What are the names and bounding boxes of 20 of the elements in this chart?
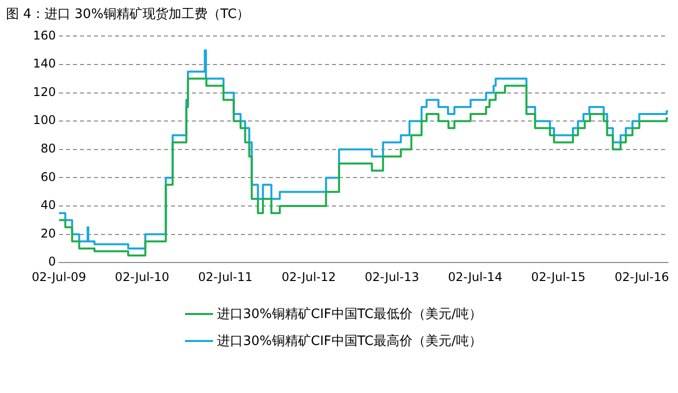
x-tick-label: 02-Jul-11 bbox=[198, 270, 252, 284]
y-tick-label: 80 bbox=[40, 142, 56, 156]
y-tick-label: 100 bbox=[33, 113, 56, 128]
x-tick-label: 02-Jul-09 bbox=[32, 270, 86, 284]
y-tick-label: 120 bbox=[33, 84, 56, 99]
legend-label: 进口30%铜精矿CIF中国TC最高价（美元/吨） bbox=[217, 332, 482, 350]
x-tick-label: 02-Jul-15 bbox=[531, 270, 586, 284]
y-tick-label: 20 bbox=[40, 226, 56, 240]
y-tick-label: 0 bbox=[48, 254, 56, 269]
y-tick-label: 140 bbox=[33, 56, 56, 71]
x-tick-label: 02-Jul-12 bbox=[282, 270, 336, 284]
legend-label: 进口30%铜精矿CIF中国TC最低价（美元/吨） bbox=[217, 306, 482, 322]
x-tick-label: 02-Jul-13 bbox=[364, 270, 420, 284]
x-tick-label: 02-Jul-16 bbox=[614, 270, 669, 284]
y-tick-label: 60 bbox=[40, 170, 56, 184]
chart-title: 图 4：进口 30%铜精矿现货加工费（TC） bbox=[6, 6, 250, 23]
y-tick-label: 40 bbox=[40, 198, 56, 212]
y-tick-label: 160 bbox=[33, 28, 56, 42]
x-tick-label: 02-Jul-14 bbox=[448, 270, 502, 284]
x-tick-label: 02-Jul-10 bbox=[114, 270, 170, 284]
